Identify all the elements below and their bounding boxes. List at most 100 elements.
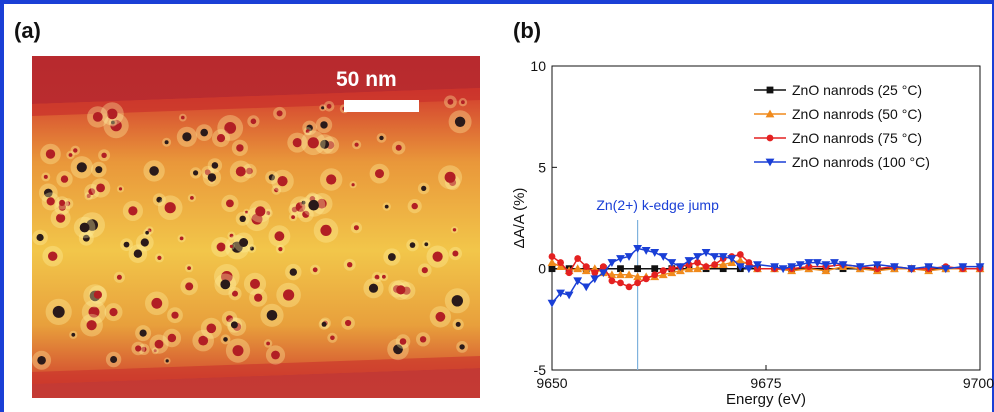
y-axis-label: ΔA/A (%)	[511, 188, 528, 249]
speck	[235, 166, 246, 177]
speck	[230, 321, 238, 329]
speck	[164, 202, 176, 214]
scale-bar	[344, 100, 419, 112]
legend-swatch-marker	[766, 134, 774, 142]
data-point	[625, 283, 633, 291]
speck	[292, 138, 302, 148]
data-point	[821, 261, 831, 270]
data-point	[651, 265, 659, 273]
x-axis-ticks: 9650 9675 9700	[536, 365, 994, 391]
speck	[278, 247, 283, 252]
speck	[452, 228, 457, 232]
speck	[229, 244, 233, 248]
speck	[246, 167, 253, 175]
data-point	[693, 264, 702, 273]
speck	[135, 345, 142, 352]
data-point	[684, 257, 694, 265]
data-point	[667, 268, 677, 277]
speck	[216, 242, 226, 252]
data-point	[924, 263, 934, 272]
spectrum-chart: 10 5 0 -5 9650 9675 9700 ΔA/A (%) Energy (eV)…	[511, 58, 994, 408]
data-point	[574, 255, 582, 262]
speck	[79, 222, 90, 233]
data-point	[718, 260, 728, 269]
speck	[171, 311, 179, 319]
data-point	[821, 266, 831, 275]
speck	[305, 129, 310, 134]
micrograph-image	[32, 56, 480, 398]
speck	[395, 144, 402, 151]
y-tick-label: 0	[538, 261, 546, 277]
data-point	[787, 263, 797, 272]
series-layer	[547, 245, 985, 308]
y-axis-ticks: 10 5 0 -5	[530, 58, 557, 378]
data-point	[658, 270, 668, 279]
speck	[283, 289, 295, 301]
data-point	[556, 289, 565, 298]
speck	[384, 204, 389, 209]
speck	[459, 344, 465, 350]
speck	[223, 337, 228, 342]
data-point	[812, 259, 822, 267]
speck	[421, 267, 428, 274]
panel-a-label: (a)	[14, 18, 41, 43]
speck	[276, 110, 283, 117]
speck	[116, 274, 122, 280]
speck	[447, 98, 454, 105]
speck	[206, 323, 217, 334]
speck	[452, 250, 459, 257]
speck	[375, 169, 384, 179]
speck	[181, 115, 185, 120]
speck	[421, 185, 427, 191]
data-point	[659, 267, 667, 275]
speck	[271, 350, 280, 360]
speck	[165, 359, 169, 363]
speck	[289, 268, 297, 276]
speck	[245, 210, 248, 214]
legend-item: ZnO nanrods (25 °C)	[754, 82, 922, 98]
data-point	[658, 253, 668, 261]
speck	[345, 319, 352, 327]
legend-item: ZnO nanrods (100 °C)	[754, 154, 930, 170]
data-point	[718, 253, 728, 261]
speck	[330, 335, 335, 341]
speck	[207, 173, 217, 182]
data-point	[855, 263, 865, 272]
speck	[60, 175, 69, 183]
data-point	[744, 265, 754, 274]
speck	[68, 153, 73, 157]
speck	[153, 349, 157, 353]
speck	[46, 197, 55, 206]
speck	[250, 118, 257, 125]
speck	[226, 315, 234, 323]
speck	[56, 213, 66, 223]
data-point	[590, 264, 600, 273]
speck	[396, 285, 406, 295]
speck	[106, 108, 118, 120]
legend-label: ZnO nanrods (100 °C)	[792, 154, 930, 170]
speck	[232, 345, 244, 357]
data-point	[727, 255, 737, 263]
speck	[52, 305, 65, 318]
speck	[109, 308, 118, 317]
legend-item: ZnO nanrods (50 °C)	[754, 106, 922, 122]
data-point	[573, 277, 583, 286]
data-point	[907, 265, 916, 274]
speck	[274, 187, 279, 193]
speck	[444, 171, 456, 183]
speck	[48, 251, 58, 261]
data-point	[958, 263, 968, 272]
data-point	[633, 272, 642, 281]
speck	[255, 206, 266, 217]
y-tick-label: 5	[538, 159, 546, 175]
speck	[198, 335, 209, 346]
data-point	[676, 263, 685, 272]
data-point	[547, 258, 557, 266]
speck	[249, 246, 254, 251]
speck	[351, 183, 355, 187]
speck	[399, 338, 407, 345]
data-point	[702, 263, 710, 271]
data-point	[710, 253, 720, 261]
speck	[147, 228, 152, 233]
